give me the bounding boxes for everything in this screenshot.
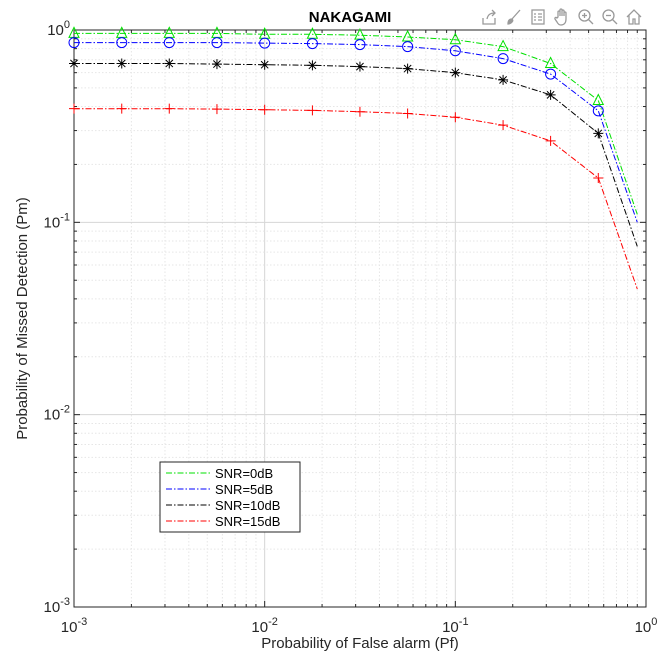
ticks xyxy=(73,30,646,608)
data-point xyxy=(164,103,175,114)
legend-toggle-icon[interactable] xyxy=(527,6,549,28)
data-point xyxy=(259,104,270,115)
data-point xyxy=(211,59,222,70)
series-line xyxy=(74,32,638,215)
x-tick-label: 10-3 xyxy=(61,616,87,636)
data-point xyxy=(592,105,604,117)
data-point xyxy=(259,37,271,49)
data-point xyxy=(449,45,461,57)
data-point xyxy=(163,37,175,49)
data-point xyxy=(401,29,414,42)
data-point xyxy=(497,53,509,65)
y-tick-label: 10-1 xyxy=(44,211,70,231)
legend-entry: SNR=0dB xyxy=(215,466,273,481)
zoom-out-icon[interactable] xyxy=(599,6,621,28)
figure-toolbar xyxy=(479,6,645,30)
data-point xyxy=(498,74,509,85)
pan-hand-icon[interactable] xyxy=(551,6,573,28)
y-tick-label: 10-3 xyxy=(44,596,70,616)
series-snr-10db xyxy=(69,58,638,247)
data-point xyxy=(116,37,128,49)
data-point xyxy=(69,58,79,69)
data-point xyxy=(402,63,413,74)
data-point xyxy=(402,108,413,119)
brush-icon[interactable] xyxy=(503,6,525,28)
chart-title: NAKAGAMI xyxy=(309,9,392,26)
data-point xyxy=(354,61,365,72)
data-point xyxy=(450,67,461,78)
data-point xyxy=(497,39,509,52)
series-line xyxy=(74,42,638,223)
series-snr-15db xyxy=(69,103,638,290)
data-point xyxy=(354,39,366,51)
data-point xyxy=(593,173,604,184)
data-point xyxy=(307,60,318,71)
data-point xyxy=(402,41,414,53)
x-tick-label: 10-2 xyxy=(251,616,277,636)
export-icon[interactable] xyxy=(479,6,501,28)
data-point xyxy=(450,112,461,123)
data-point xyxy=(593,128,604,139)
data-point xyxy=(449,32,462,45)
data-point xyxy=(164,58,175,69)
data-point xyxy=(307,105,318,116)
data-point xyxy=(545,89,556,100)
data-point xyxy=(592,93,605,105)
home-icon[interactable] xyxy=(623,6,645,28)
legend-entry: SNR=10dB xyxy=(215,498,280,513)
y-tick-label: 100 xyxy=(47,19,70,39)
data-point xyxy=(69,103,79,114)
x-axis-label: Probability of False alarm (Pf) xyxy=(261,635,459,652)
data-point xyxy=(116,103,127,114)
data-point xyxy=(306,38,318,50)
data-point xyxy=(211,37,223,49)
data-point xyxy=(545,68,557,80)
series-snr-5db xyxy=(68,37,638,223)
legend-entry: SNR=5dB xyxy=(215,482,273,497)
data-point xyxy=(544,56,557,68)
data-point xyxy=(68,37,80,49)
data-point xyxy=(116,58,127,69)
x-tick-label: 10-1 xyxy=(442,616,468,636)
data-point xyxy=(545,135,556,146)
data-point xyxy=(354,106,365,117)
data-point xyxy=(259,59,270,70)
data-point xyxy=(211,104,222,115)
data-point xyxy=(498,120,509,131)
legend-entry: SNR=15dB xyxy=(215,514,280,529)
zoom-in-icon[interactable] xyxy=(575,6,597,28)
legend-box xyxy=(159,461,301,533)
y-tick-label: 10-2 xyxy=(44,404,70,424)
y-axis-label: Probability of Missed Detection (Pm) xyxy=(14,197,31,440)
x-tick-label: 100 xyxy=(635,616,658,636)
